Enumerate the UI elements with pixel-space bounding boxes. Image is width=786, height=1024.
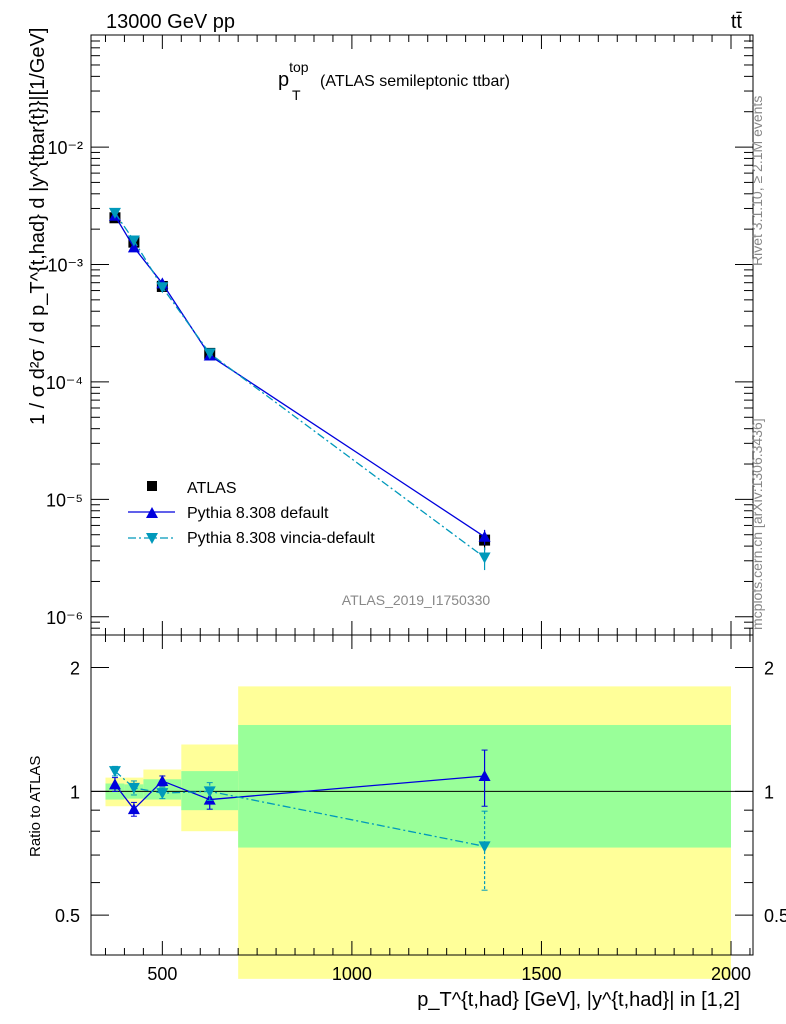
main-y-tick-label: 10⁻³ bbox=[47, 255, 83, 275]
ratio-point-1 bbox=[478, 841, 491, 853]
main-point-2 bbox=[127, 235, 140, 247]
ratio-bands bbox=[91, 686, 753, 979]
main-point-1 bbox=[127, 241, 140, 253]
ratio-y-tick-label-right: 0.5 bbox=[764, 906, 786, 926]
plot-title: ptop T bbox=[278, 59, 309, 103]
ratio-point-1 bbox=[127, 782, 140, 794]
legend: ATLAS Pythia 8.308 default Pythia 8.308 … bbox=[128, 480, 375, 547]
plot-title-main: p bbox=[278, 69, 289, 91]
axis-ticks: 500 1000 1500 2000 10⁻⁶ 10⁻⁵ 10⁻⁴ 10⁻³ 10⁻² 0.5 0.… bbox=[46, 34, 786, 984]
main-y-tick-label: 10⁻⁵ bbox=[46, 490, 83, 510]
ratio-series-layer bbox=[108, 749, 491, 891]
ratio-y-tick-label-right: 2 bbox=[764, 659, 774, 679]
main-y-tick-label: 10⁻² bbox=[47, 138, 83, 158]
analysis-watermark: ATLAS_2019_I1750330 bbox=[342, 592, 491, 608]
mcplots-label: mcplots.cern.ch [arXiv:1306.3436] bbox=[749, 418, 765, 630]
legend-vincia-label: Pythia 8.308 vincia-default bbox=[187, 530, 375, 547]
main-point-2 bbox=[203, 348, 216, 360]
rivet-label: Rivet 3.1.10, ≥ 2.1M events bbox=[749, 96, 765, 266]
ratio-point-0 bbox=[108, 778, 121, 790]
ratio-point-0 bbox=[156, 774, 169, 786]
main-point-2 bbox=[478, 552, 491, 564]
ratio-point-1 bbox=[156, 788, 169, 800]
ratio-y-tick-label: 1 bbox=[70, 782, 80, 802]
plot-title-sub: T bbox=[292, 87, 301, 103]
main-series-line-2 bbox=[114, 212, 485, 559]
process-label: tt̄ bbox=[731, 11, 743, 33]
legend-default-label: Pythia 8.308 default bbox=[187, 505, 329, 522]
xlabel: p_T^{t,had} [GeV], |y^{t,had}| in [1,2] bbox=[417, 989, 740, 1011]
main-y-tick-label: 10⁻⁶ bbox=[46, 608, 83, 628]
x-tick-label: 1500 bbox=[521, 964, 561, 984]
main-point-1 bbox=[478, 530, 491, 542]
energy-label: 13000 GeV pp bbox=[106, 11, 235, 33]
x-tick-label: 1000 bbox=[332, 964, 372, 984]
ratio-y-tick-label-right: 1 bbox=[764, 782, 774, 802]
plot-title-tail: (ATLAS semileptonic ttbar) bbox=[320, 73, 510, 90]
main-series-line-1 bbox=[114, 215, 485, 538]
legend-default-marker bbox=[146, 507, 158, 518]
main-y-tick-label: 10⁻⁴ bbox=[46, 373, 83, 393]
legend-atlas-label: ATLAS bbox=[187, 480, 237, 497]
ratio-ylabel: Ratio to ATLAS bbox=[27, 756, 44, 857]
legend-atlas-marker bbox=[147, 481, 157, 491]
ratio-point-0 bbox=[478, 769, 491, 781]
ratio-panel-frame bbox=[90, 634, 754, 956]
legend-vincia-marker bbox=[146, 533, 158, 544]
ratio-point-0 bbox=[127, 803, 140, 815]
main-point-2 bbox=[108, 207, 121, 219]
x-tick-label: 500 bbox=[147, 964, 177, 984]
ratio-point-1 bbox=[203, 786, 216, 798]
main-point-2 bbox=[156, 282, 169, 294]
plot-title-sup: top bbox=[289, 59, 309, 75]
ratio-y-tick-label: 2 bbox=[70, 659, 80, 679]
ratio-point-1 bbox=[108, 766, 121, 778]
main-ylabel: 1 / σ d²σ / d p_T^{t,had} d |y^{tbar{t}}… bbox=[27, 28, 49, 425]
ratio-y-tick-label: 0.5 bbox=[55, 906, 80, 926]
main-series-layer bbox=[108, 207, 491, 571]
x-tick-label: 2000 bbox=[711, 964, 751, 984]
